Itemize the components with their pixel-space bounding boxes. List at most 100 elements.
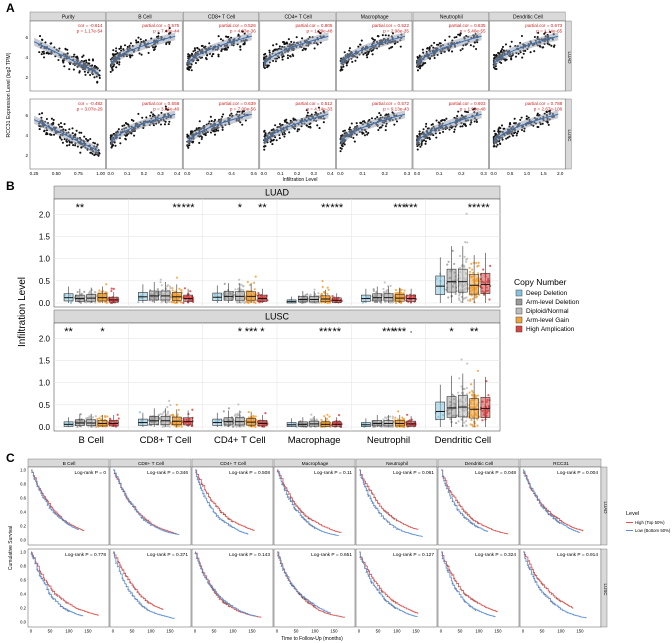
panel-a-scatter-point (317, 30, 320, 33)
panel-b-jitter-point (468, 266, 471, 269)
panel-a-ytick: 4 (25, 55, 28, 60)
panel-a-scatter-point (63, 65, 66, 68)
panel-b-jitter-point (447, 296, 450, 299)
panel-a-scatter-point (63, 123, 66, 126)
panel-a-scatter-point (80, 131, 83, 134)
panel-a-scatter-point (83, 70, 86, 73)
panel-b-significance: *** (405, 202, 419, 214)
panel-b-jitter-point (394, 288, 398, 292)
panel-a-scatter-point (238, 110, 241, 113)
panel-a-scatter-point (96, 81, 99, 84)
panel-a-scatter-point (223, 48, 226, 51)
panel-a-scatter-point (236, 110, 239, 113)
panel-b-jitter-point (98, 289, 101, 292)
panel-b-jitter-point (466, 241, 469, 244)
panel-a-xtick: 0.2 (458, 171, 465, 176)
panel-a-scatter-point (217, 55, 220, 58)
panel-a-scatter-point (194, 61, 197, 65)
panel-a-scatter-point (448, 128, 451, 131)
panel-a-xtick: 0.0 (184, 171, 191, 176)
panel-a-scatter-point (418, 54, 421, 57)
panel-b-jitter-point (170, 301, 173, 304)
panel-a-xtick: 0.0 (107, 171, 114, 176)
panel-b-ytick: 2.0 (39, 334, 51, 343)
panel-a-scatter-point (493, 53, 496, 56)
panel-a-scatter-point (271, 143, 274, 146)
panel-a-xtick: 0.3 (404, 171, 411, 176)
panel-b-jitter-point (246, 280, 249, 284)
panel-b-jitter-point (387, 285, 390, 288)
panel-a-scatter-point (268, 51, 271, 54)
panel-b-jitter-point (76, 425, 79, 429)
panel-a-stat-cor: partial.cor = 0.603 (449, 101, 486, 106)
panel-a-scatter-point (198, 141, 201, 144)
panel-a-fit-line (110, 113, 176, 143)
panel-a-scatter-point (351, 60, 354, 63)
panel-a-scatter-point (58, 47, 61, 50)
panel-a-scatter-point (96, 143, 99, 146)
panel-a-scatter-point (497, 130, 500, 133)
panel-b-jitter-point (159, 278, 162, 281)
panel-a-scatter-point (281, 133, 284, 136)
panel-a-scatter-point (52, 118, 55, 122)
panel-b-jitter-point (161, 413, 164, 416)
panel-a-scatter-point (230, 112, 233, 115)
panel-a-scatter-point (118, 63, 121, 66)
panel-b-jitter-point (238, 278, 241, 281)
panel-a-scatter-point (307, 125, 310, 128)
panel-a-stat-cor: partial.cor = 0.805 (295, 23, 332, 28)
panel-a-scatter-point (119, 142, 122, 145)
panel-b-jitter-point (464, 240, 467, 244)
panel-a-scatter-point (378, 112, 381, 115)
panel-a-scatter-point (241, 110, 244, 113)
panel-b-jitter-point (91, 416, 95, 419)
panel-a-scatter-point (500, 124, 504, 127)
panel-a-scatter-point (50, 42, 53, 45)
panel-b-significance: · (409, 326, 413, 338)
panel-a-scatter-point (422, 128, 425, 131)
panel-b-jitter-point (313, 288, 316, 291)
panel-a-scatter-point (504, 43, 507, 46)
panel-a-scatter-point (298, 128, 301, 131)
panel-a-scatter-point (345, 64, 348, 67)
panel-a-scatter-point (123, 124, 126, 127)
panel-a-scatter-point (384, 129, 387, 132)
panel-a-scatter-point (126, 123, 129, 126)
panel-a-scatter-point (355, 122, 358, 125)
panel-b-ytick: 2.0 (39, 210, 51, 219)
panel-a-xtick: 1.0 (524, 171, 531, 176)
panel-a-scatter-point (362, 132, 365, 135)
panel-a-scatter-point (213, 133, 217, 136)
panel-b-jitter-point (326, 413, 329, 416)
panel-a-scatter-point (163, 123, 167, 126)
panel-a-scatter-point (391, 45, 394, 48)
panel-a-scatter-point (139, 38, 142, 41)
panel-a-scatter-point (500, 49, 503, 52)
panel-a-scatter-point (419, 65, 422, 68)
panel-a-scatter-point (511, 134, 514, 137)
panel-a-scatter-point (424, 125, 427, 128)
panel-a-scatter-point (370, 117, 374, 120)
panel-b-jitter-point (451, 249, 454, 252)
panel-a-scatter-point (60, 125, 63, 128)
panel-b-jitter-point (459, 266, 462, 269)
panel-a-scatter-point (359, 121, 362, 124)
panel-a-scatter-point (395, 120, 398, 123)
panel-a-fit-line (186, 113, 252, 143)
panel-a-xtick: 0.4 (228, 171, 235, 176)
panel-b-jitter-point (465, 258, 468, 261)
panel-b-jitter-point (247, 410, 250, 414)
panel-b-jitter-point (252, 416, 255, 419)
panel-a-scatter-point (40, 112, 44, 115)
panel-b-jitter-point (249, 300, 252, 303)
panel-b-facet-title: LUSC (265, 312, 290, 322)
panel-a-xtick: 2.0 (557, 171, 564, 176)
panel-a-scatter-point (242, 43, 245, 46)
panel-b-jitter-point (138, 411, 142, 414)
panel-a-scatter-point (241, 123, 244, 126)
panel-a-scatter-point (278, 45, 281, 48)
panel-a-xtick: 0.1 (436, 171, 443, 176)
panel-a-column-title: CD4+ T Cell (285, 15, 312, 21)
panel-a-scatter-point (453, 128, 456, 131)
panel-a-scatter-point (272, 138, 275, 141)
